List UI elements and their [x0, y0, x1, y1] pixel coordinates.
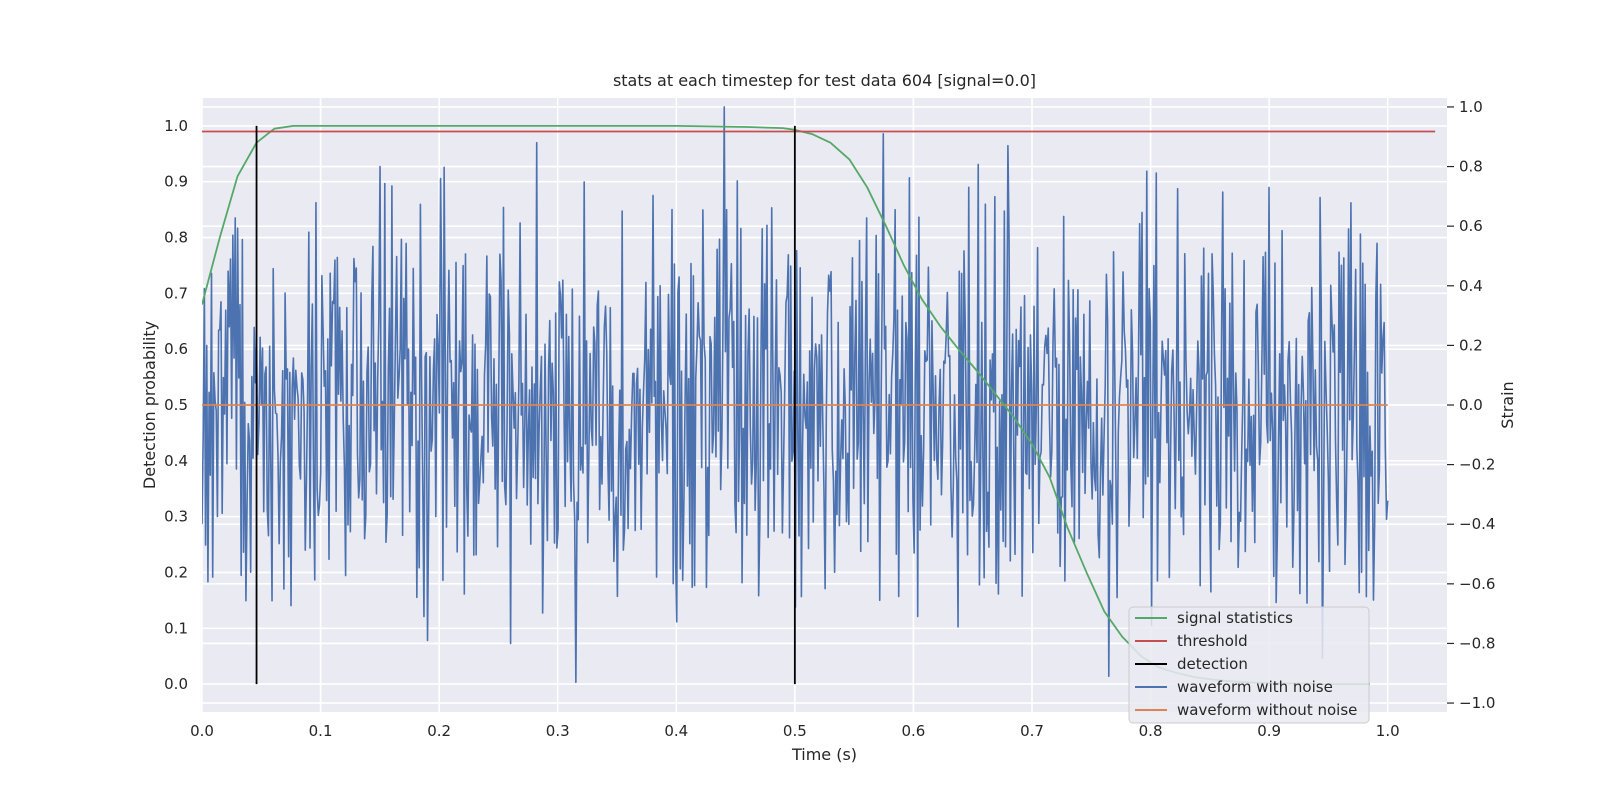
legend-label: detection: [1177, 655, 1248, 673]
left-y-tick-label: 0.1: [164, 619, 188, 637]
right-y-tick-label: 0.6: [1459, 217, 1483, 235]
x-tick-label: 0.7: [1020, 722, 1044, 740]
right-y-tick-label: 0.4: [1459, 277, 1483, 295]
legend: signal statistics threshold detection wavef…: [1128, 606, 1370, 724]
x-tick-label: 0.9: [1257, 722, 1281, 740]
left-y-tick-label: 1.0: [164, 117, 188, 135]
legend-label: waveform with noise: [1177, 678, 1333, 696]
legend-label: signal statistics: [1177, 609, 1293, 627]
x-tick-label: 0.0: [190, 722, 214, 740]
right-y-tick-label: −0.2: [1459, 456, 1495, 474]
right-y-tick-label: −0.6: [1459, 575, 1495, 593]
x-tick-label: 0.8: [1139, 722, 1163, 740]
right-y-axis-title: Strain: [1498, 381, 1517, 428]
series-layer: [202, 106, 1436, 685]
x-tick-label: 1.0: [1376, 722, 1400, 740]
right-y-axis: −1.0 −0.8 −0.6 −0.4 −0.2 0.0 0.2 0.4 0.6 0.8 1.0: [1447, 98, 1495, 712]
left-y-tick-label: 0.4: [164, 452, 188, 470]
right-y-tick-label: −0.8: [1459, 634, 1495, 652]
right-y-tick-label: −0.4: [1459, 515, 1495, 533]
left-y-tick-label: 0.7: [164, 284, 188, 302]
x-tick-label: 0.1: [309, 722, 333, 740]
left-y-tick-label: 0.5: [164, 396, 188, 414]
x-axis-title: Time (s): [791, 745, 857, 764]
x-tick-label: 0.3: [546, 722, 570, 740]
left-y-tick-label: 0.8: [164, 229, 188, 247]
x-tick-label: 0.5: [783, 722, 807, 740]
left-y-axis-title: Detection probability: [140, 321, 159, 489]
right-y-tick-label: 0.0: [1459, 396, 1483, 414]
x-axis: 0.0 0.1 0.2 0.3 0.4 0.5 0.6 0.7 0.8 0.9 1.0: [190, 722, 1400, 740]
left-y-tick-label: 0.0: [164, 675, 188, 693]
legend-label: threshold: [1177, 632, 1248, 650]
legend-label: waveform without noise: [1177, 701, 1357, 719]
chart-title: stats at each timestep for test data 604…: [613, 71, 1036, 90]
right-y-tick-label: −1.0: [1459, 694, 1495, 712]
legend-box: [1128, 606, 1370, 724]
right-y-tick-label: 1.0: [1459, 98, 1483, 116]
x-tick-label: 0.4: [664, 722, 688, 740]
left-y-tick-label: 0.9: [164, 173, 188, 191]
x-tick-label: 0.2: [427, 722, 451, 740]
left-y-axis: 0.0 0.1 0.2 0.3 0.4 0.5 0.6 0.7 0.8 0.9 1.0: [164, 117, 188, 693]
left-y-tick-label: 0.2: [164, 563, 188, 581]
x-tick-label: 0.6: [901, 722, 925, 740]
right-y-tick-label: 0.2: [1459, 336, 1483, 354]
right-y-tick-label: 0.8: [1459, 158, 1483, 176]
left-y-tick-label: 0.6: [164, 340, 188, 358]
left-y-tick-label: 0.3: [164, 508, 188, 526]
